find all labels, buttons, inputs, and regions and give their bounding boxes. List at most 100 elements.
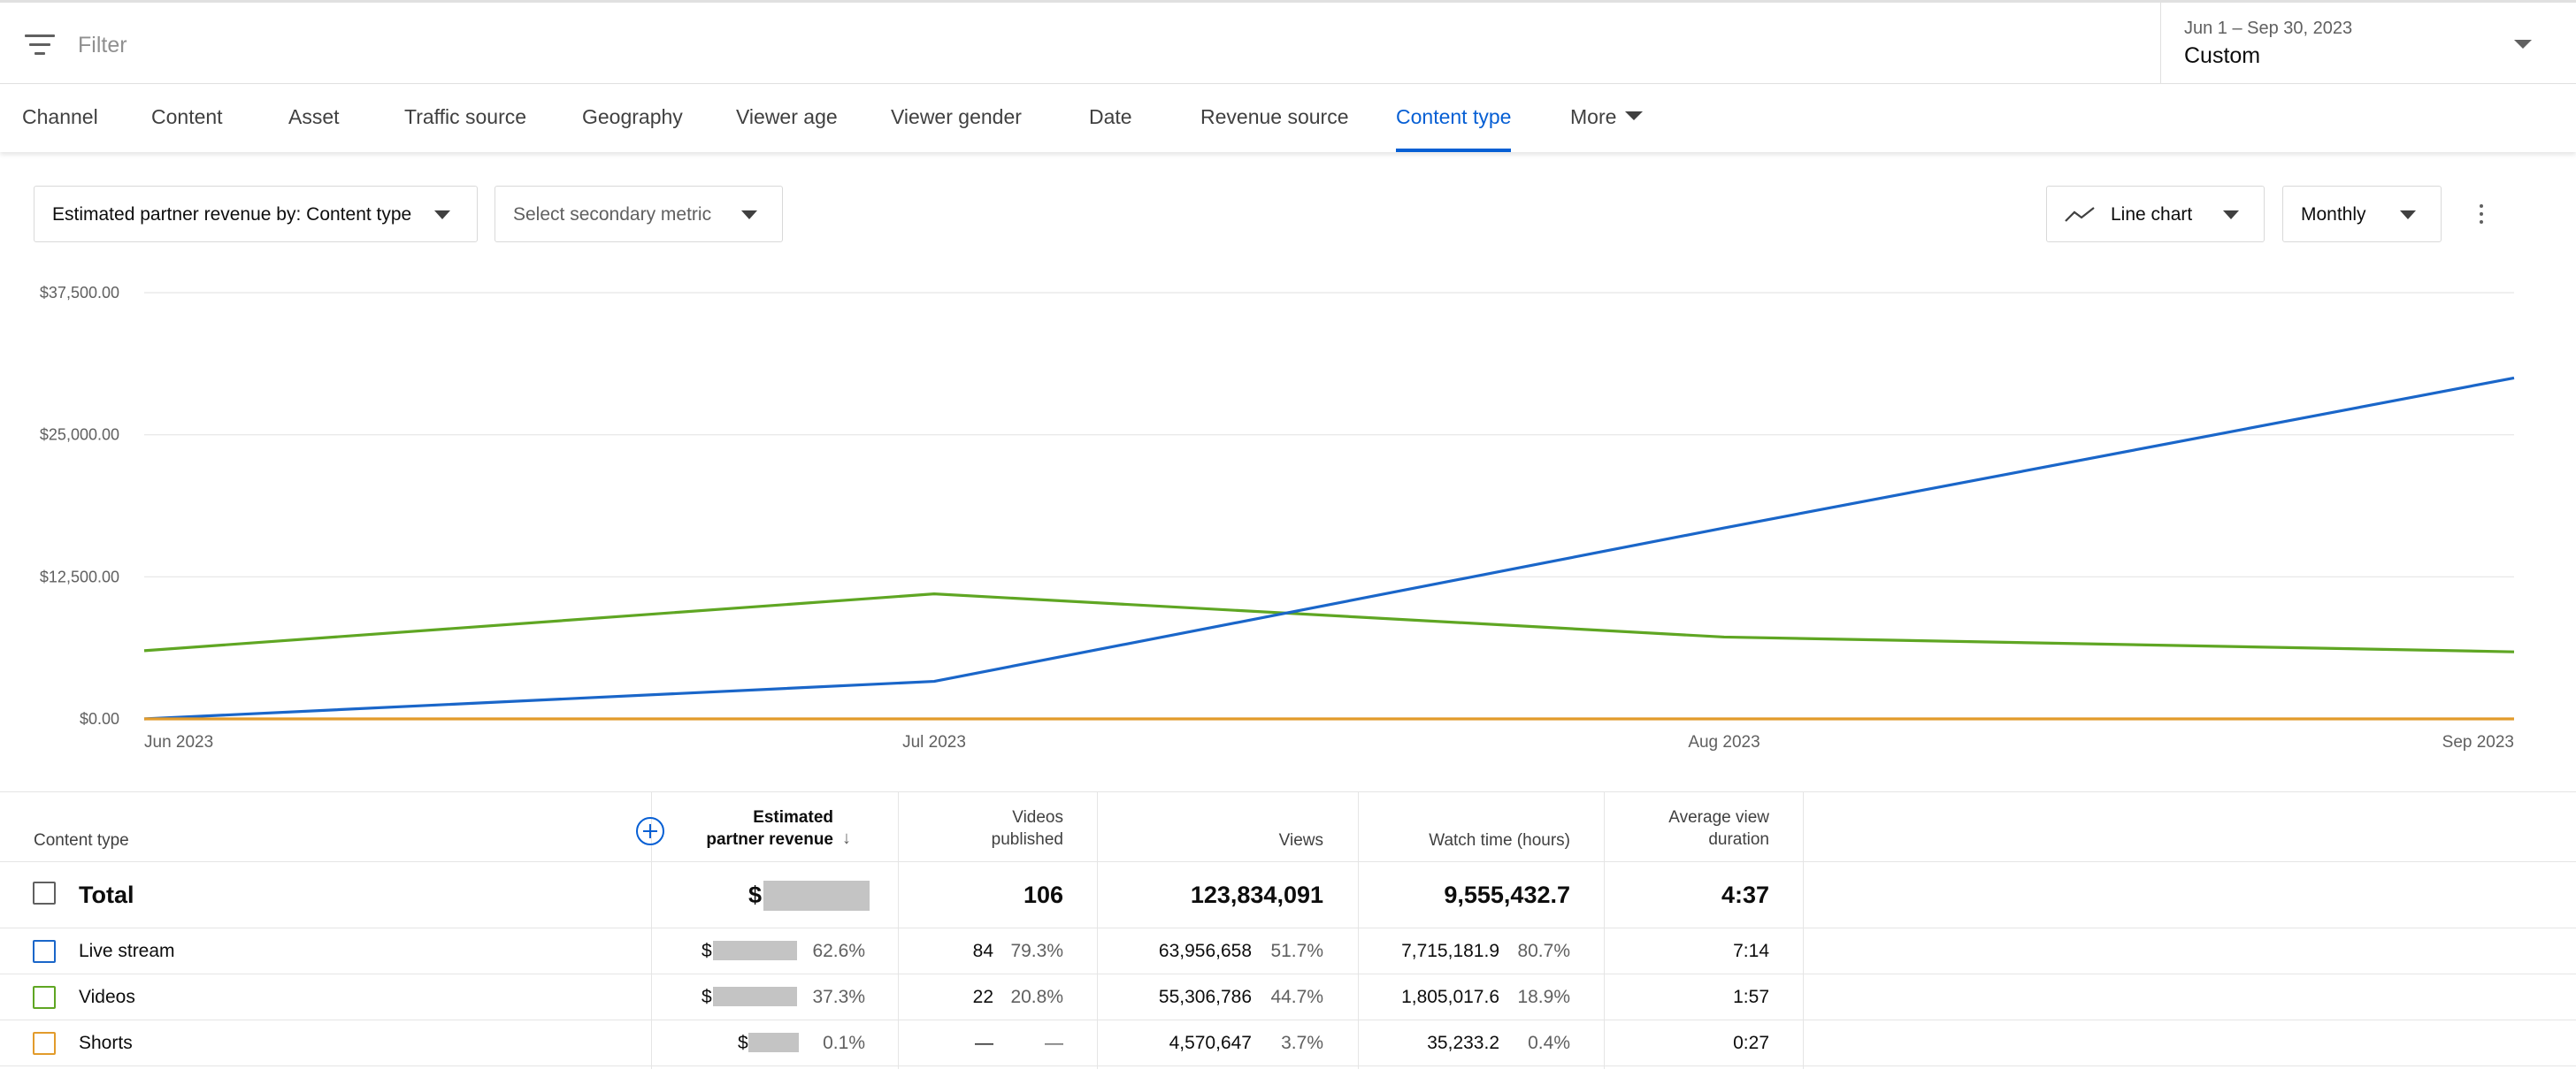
- revenue-currency: $: [738, 1033, 748, 1053]
- tab-more-label: More: [1570, 105, 1617, 128]
- more-options-icon[interactable]: [2472, 202, 2490, 227]
- series-line-videos: [143, 592, 2515, 653]
- secondary-metric-select[interactable]: Select secondary metric: [494, 186, 783, 242]
- total-watch-time: 9,555,432.7: [1444, 882, 1570, 908]
- tab-date[interactable]: Date: [1089, 105, 1132, 128]
- chevron-down-icon: [2514, 40, 2532, 49]
- videos-count: —: [975, 1033, 993, 1053]
- y-tick-label: $25,000.00: [40, 426, 119, 444]
- primary-metric-label: Estimated partner revenue by: Content ty…: [52, 204, 412, 225]
- row-label: Shorts: [79, 1033, 133, 1053]
- views-count: 4,570,647: [1169, 1033, 1252, 1053]
- tab-channel[interactable]: Channel: [22, 105, 98, 128]
- videos-pct: 20.8%: [1010, 987, 1063, 1007]
- tab-content-type[interactable]: Content type: [1396, 85, 1512, 152]
- videos-pct: —: [1045, 1033, 1063, 1053]
- col-header-avd-line2: duration: [1708, 830, 1769, 849]
- watch-time: 1,805,017.6: [1401, 987, 1499, 1007]
- chart-type-select[interactable]: Line chart: [2046, 186, 2265, 242]
- dimension-tabs: Channel Content Asset Traffic source Geo…: [0, 85, 2576, 152]
- row-label: Live stream: [79, 941, 175, 961]
- total-revenue-currency: $: [748, 882, 763, 908]
- redacted-revenue: [713, 987, 797, 1006]
- views-pct: 44.7%: [1270, 987, 1323, 1007]
- total-label: Total: [79, 882, 134, 908]
- col-header-videos-line2: published: [991, 830, 1063, 849]
- series-line-live-stream: [143, 376, 2515, 721]
- redacted-revenue: [713, 941, 797, 960]
- col-header-avd-line1: Average view: [1668, 808, 1769, 827]
- content-type-table: Content type Estimated partner revenue ↓…: [0, 791, 2576, 1077]
- tab-asset[interactable]: Asset: [288, 105, 340, 128]
- x-tick-label: Jul 2023: [902, 733, 966, 752]
- interval-label: Monthly: [2301, 204, 2366, 225]
- revenue-pct: 37.3%: [812, 987, 865, 1007]
- col-header-revenue[interactable]: Estimated partner revenue: [672, 806, 833, 851]
- revenue-line-chart: $0.00 $12,500.00 $25,000.00 $37,500.00 Jun …: [40, 284, 2515, 752]
- videos-count: 84: [972, 941, 993, 961]
- revenue-pct: 0.1%: [823, 1033, 865, 1053]
- col-header-content-type: Content type: [34, 831, 129, 850]
- date-mode-text: Custom: [2184, 43, 2261, 68]
- views-count: 63,956,658: [1158, 941, 1252, 961]
- col-header-videos-published[interactable]: Videos published: [920, 806, 1063, 851]
- chevron-down-icon: [741, 210, 757, 219]
- chevron-down-icon: [2223, 210, 2239, 219]
- total-videos: 106: [1023, 882, 1063, 908]
- tab-viewer-age[interactable]: Viewer age: [736, 105, 838, 128]
- watch-time-pct: 18.9%: [1517, 987, 1570, 1007]
- live-stream-checkbox[interactable]: [33, 940, 56, 963]
- x-tick-label: Sep 2023: [2442, 733, 2514, 752]
- videos-count: 22: [972, 987, 993, 1007]
- total-views: 123,834,091: [1190, 882, 1323, 908]
- shorts-checkbox[interactable]: [33, 1032, 56, 1055]
- tab-content[interactable]: Content: [151, 105, 223, 128]
- tab-revenue-source[interactable]: Revenue source: [1200, 105, 1349, 128]
- revenue-currency: $: [702, 941, 712, 961]
- chevron-down-icon: [1625, 111, 1644, 120]
- filter-icon[interactable]: [25, 34, 55, 56]
- videos-pct: 79.3%: [1010, 941, 1063, 961]
- y-tick-label: $12,500.00: [40, 568, 119, 585]
- redacted-revenue: [748, 1033, 799, 1052]
- interval-select[interactable]: Monthly: [2282, 186, 2442, 242]
- tab-traffic-source[interactable]: Traffic source: [404, 105, 527, 128]
- add-column-icon[interactable]: [636, 817, 664, 845]
- watch-time: 7,715,181.9: [1401, 941, 1499, 961]
- date-range-text: Jun 1 – Sep 30, 2023: [2184, 19, 2353, 38]
- watch-time-pct: 80.7%: [1517, 941, 1570, 961]
- videos-checkbox[interactable]: [33, 986, 56, 1009]
- total-checkbox[interactable]: [33, 882, 56, 905]
- revenue-currency: $: [702, 987, 712, 1007]
- col-header-avg-view-duration[interactable]: Average view duration: [1619, 806, 1769, 851]
- sort-descending-icon[interactable]: ↓: [842, 829, 851, 848]
- col-header-views[interactable]: Views: [1278, 831, 1323, 850]
- avg-view-duration: 7:14: [1733, 941, 1769, 961]
- line-chart-icon: [2065, 207, 2095, 222]
- primary-metric-select[interactable]: Estimated partner revenue by: Content ty…: [34, 186, 478, 242]
- chevron-down-icon: [434, 210, 450, 219]
- x-tick-label: Jun 2023: [144, 733, 213, 752]
- chart-type-label: Line chart: [2111, 204, 2193, 225]
- col-header-watch-time[interactable]: Watch time (hours): [1429, 831, 1570, 850]
- views-pct: 3.7%: [1281, 1033, 1323, 1053]
- tab-more[interactable]: More: [1570, 85, 1644, 152]
- tab-viewer-gender[interactable]: Viewer gender: [891, 105, 1022, 128]
- watch-time-pct: 0.4%: [1528, 1033, 1570, 1053]
- col-header-videos-line1: Videos: [1012, 808, 1063, 827]
- avg-view-duration: 1:57: [1733, 987, 1769, 1007]
- y-tick-label: $37,500.00: [40, 284, 119, 302]
- col-header-revenue-line2: partner revenue: [706, 830, 833, 849]
- date-range-picker[interactable]: Jun 1 – Sep 30, 2023 Custom: [2160, 3, 2576, 84]
- revenue-pct: 62.6%: [812, 941, 865, 961]
- views-pct: 51.7%: [1270, 941, 1323, 961]
- watch-time: 35,233.2: [1427, 1033, 1499, 1053]
- secondary-metric-label: Select secondary metric: [513, 204, 712, 225]
- tab-geography[interactable]: Geography: [582, 105, 683, 128]
- total-avg-view-duration: 4:37: [1721, 882, 1769, 908]
- filter-input[interactable]: [78, 27, 609, 63]
- col-header-revenue-line1: Estimated: [753, 808, 833, 827]
- filter-bar: Jun 1 – Sep 30, 2023 Custom: [0, 0, 2576, 84]
- redacted-revenue: [763, 881, 870, 911]
- row-label: Videos: [79, 987, 135, 1007]
